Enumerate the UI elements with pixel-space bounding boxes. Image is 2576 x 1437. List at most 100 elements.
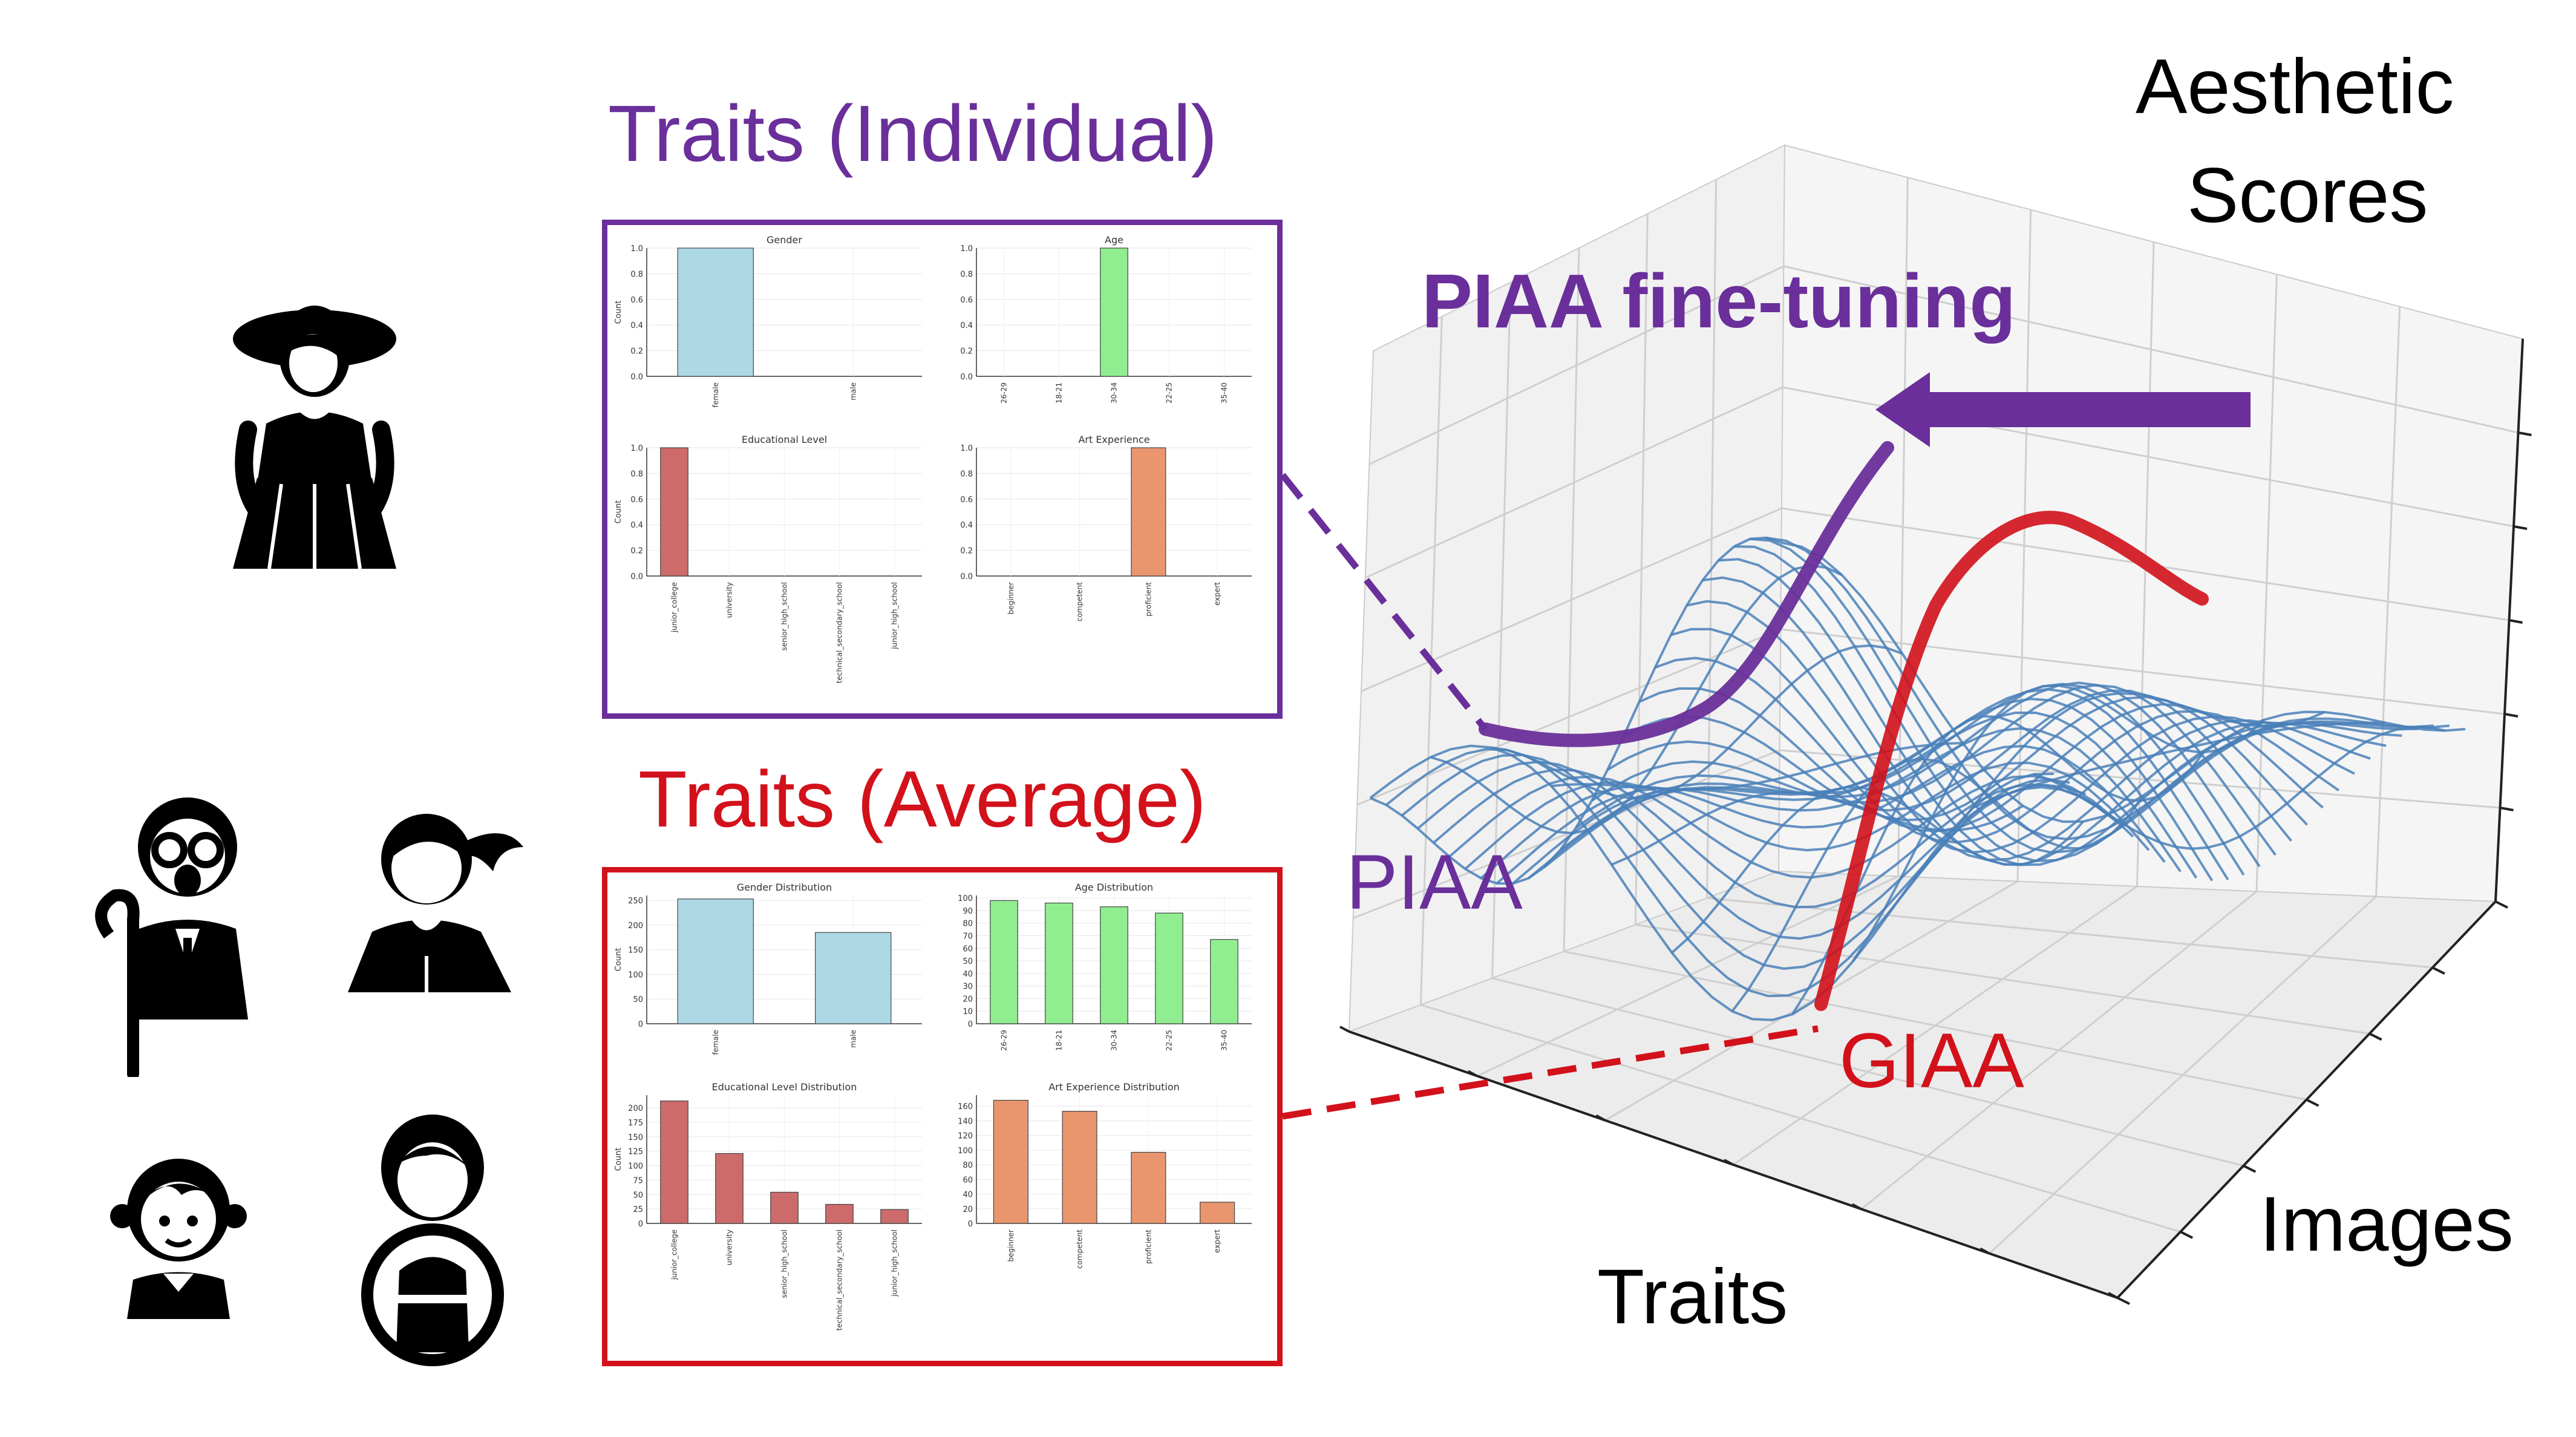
individual-traits-charts: Gender 0.0 0.2 0.4 0.6 0.8 1.0 Count female male A…	[614, 234, 1252, 683]
average-traits-charts: Gender Distribution050100150200250Countf…	[614, 882, 1252, 1331]
chart-title: Age	[1105, 234, 1123, 246]
axis-line	[2513, 525, 2528, 530]
x-tick-label: beginner	[1007, 1229, 1015, 1262]
y-tick-label: 40	[963, 970, 973, 979]
y-tick-label: 200	[628, 1104, 643, 1113]
y-tick-label: 0	[638, 1020, 643, 1029]
axis-line	[2431, 966, 2445, 975]
surface-mesh-line	[1528, 698, 2214, 882]
surface-mesh-line	[1781, 541, 2466, 823]
y-tick-label: 100	[958, 1147, 973, 1156]
surface-mesh-line	[1623, 695, 2308, 826]
x-tick-label: female	[711, 382, 720, 407]
y-tick-label: 0.0	[960, 373, 973, 382]
surface-mesh-line	[1551, 742, 1963, 791]
y-tick-label: 0.4	[960, 521, 973, 530]
y-tick-label: 0.0	[630, 572, 643, 581]
chart-art-experience-distribution: Art Experience Distribution 0 20 40 60 80 100 1…	[958, 1081, 1252, 1269]
axis-line	[1467, 1070, 1478, 1078]
x-tick-label: senior_high_school	[780, 1229, 789, 1298]
bar-senior-high-school	[770, 1191, 799, 1224]
x-tick-label: 35-40	[1220, 382, 1229, 404]
chart-gender: Gender 0.0 0.2 0.4 0.6 0.8 1.0 Count female male	[614, 234, 922, 407]
y-tick-label: 20	[963, 1205, 973, 1214]
z-axis-label-line1: Aesthetic	[2136, 44, 2454, 130]
chart-age-distribution: Age Distribution 0 10 20 30 40 50 60 70 80 90 100 26…	[958, 882, 1252, 1051]
y-tick-label: 100	[628, 971, 643, 980]
surface-mesh-line	[2033, 725, 2446, 850]
bar-26-29	[990, 900, 1018, 1024]
y-tick-label: 1.0	[960, 444, 973, 453]
surface-mesh-line	[1430, 564, 1843, 835]
y-tick-label: 70	[963, 932, 973, 941]
y-tick-label: 60	[963, 944, 973, 954]
axis-line	[2518, 431, 2532, 436]
x-tick-label: university	[725, 582, 734, 618]
y-tick-label: 0.0	[960, 572, 973, 581]
y-tick-label: 0.2	[630, 347, 643, 356]
y-tick-label: 60	[963, 1176, 973, 1185]
chart-educational-level-distribution: Educational Level Distribution 0 25 50 75 100…	[614, 1081, 922, 1331]
bar-competent	[1062, 1111, 1097, 1224]
y-tick-label: 0.6	[630, 296, 643, 305]
girl-with-ponytail-icon	[348, 814, 523, 992]
y-tick-label: 0	[968, 1220, 973, 1229]
axis-line	[2108, 1292, 2118, 1299]
x-tick-label: proficient	[1144, 582, 1152, 617]
x-tick-label: 26-29	[1000, 1030, 1008, 1051]
y-tick-label: 1.0	[630, 244, 643, 254]
y-tick-label: 0.4	[960, 321, 973, 330]
y-tick-label: 0.8	[630, 470, 643, 479]
surface-mesh-line	[1851, 684, 2265, 963]
x-tick-label: male	[849, 382, 857, 401]
surface-mesh-line	[1491, 644, 1903, 800]
chart-educational-level: Educational Level 0.0 0.2 0.4 0.6 0.8 1.0 Count…	[614, 434, 922, 683]
surface-mesh-line	[1686, 600, 2371, 862]
chart-gender-distribution: Gender Distribution 0 50 100 150 200 250 Count f…	[614, 882, 922, 1055]
chart-age: Age 0.0 0.2 0.4 0.6 0.8 1.0 26-29 18-21 30-34 22-2…	[960, 234, 1252, 404]
surface-mesh-line	[1731, 757, 2145, 1012]
y-tick-label: 160	[958, 1102, 973, 1111]
y-tick-label: 0.2	[960, 347, 973, 356]
y-tick-label: 25	[633, 1205, 643, 1214]
header-individual: Traits (Individual)	[608, 89, 1218, 178]
fine-tuning-label: PIAA fine-tuning	[1422, 258, 2016, 344]
x-tick-label: competent	[1076, 582, 1084, 621]
surface-mesh-line	[1575, 681, 2261, 868]
bar-junior-high-school	[880, 1209, 909, 1224]
surface-mesh-line	[1433, 768, 2118, 909]
chart-title: Educational Level	[742, 434, 827, 445]
axis-line	[2117, 1297, 2130, 1305]
gridline	[1989, 895, 2377, 1254]
y-tick-label: 0.4	[630, 321, 643, 330]
chart-title: Art Experience	[1078, 434, 1149, 445]
axis-line	[2500, 807, 2514, 811]
surface-mesh-line	[1973, 721, 2385, 809]
y-tick-label: 0.4	[630, 521, 643, 530]
surface-mesh-line	[1559, 682, 2245, 876]
x-tick-label: junior_college	[670, 1229, 679, 1280]
surface-mesh-line	[1670, 627, 2355, 854]
y-tick-label: 1.0	[960, 244, 973, 254]
x-tick-label: university	[725, 1229, 734, 1265]
woman-portrait-icon	[361, 1115, 504, 1366]
y-tick-label: 40	[963, 1191, 973, 1200]
y-tick-label: 0.8	[960, 470, 973, 479]
y-tick-label: 30	[963, 983, 973, 992]
bar-technical-secondary-school	[825, 1203, 854, 1224]
x-tick-label: 18-21	[1055, 382, 1064, 404]
bar-18-21	[1045, 902, 1073, 1024]
x-tick-label: beginner	[1007, 582, 1015, 615]
x-tick-label: expert	[1213, 1229, 1221, 1253]
axis-line	[1339, 1026, 1350, 1033]
giaa-curve	[1814, 511, 2209, 1011]
y-tick-label: 250	[628, 897, 643, 906]
surface-mesh-line	[1448, 774, 2134, 879]
y-tick-label: 20	[963, 995, 973, 1004]
x-axis-label: Traits	[1597, 1254, 1788, 1340]
surface-mesh-line	[1370, 536, 1782, 885]
z-axis-label-line2: Scores	[2187, 152, 2428, 239]
surface-mesh-line	[1496, 727, 2182, 885]
